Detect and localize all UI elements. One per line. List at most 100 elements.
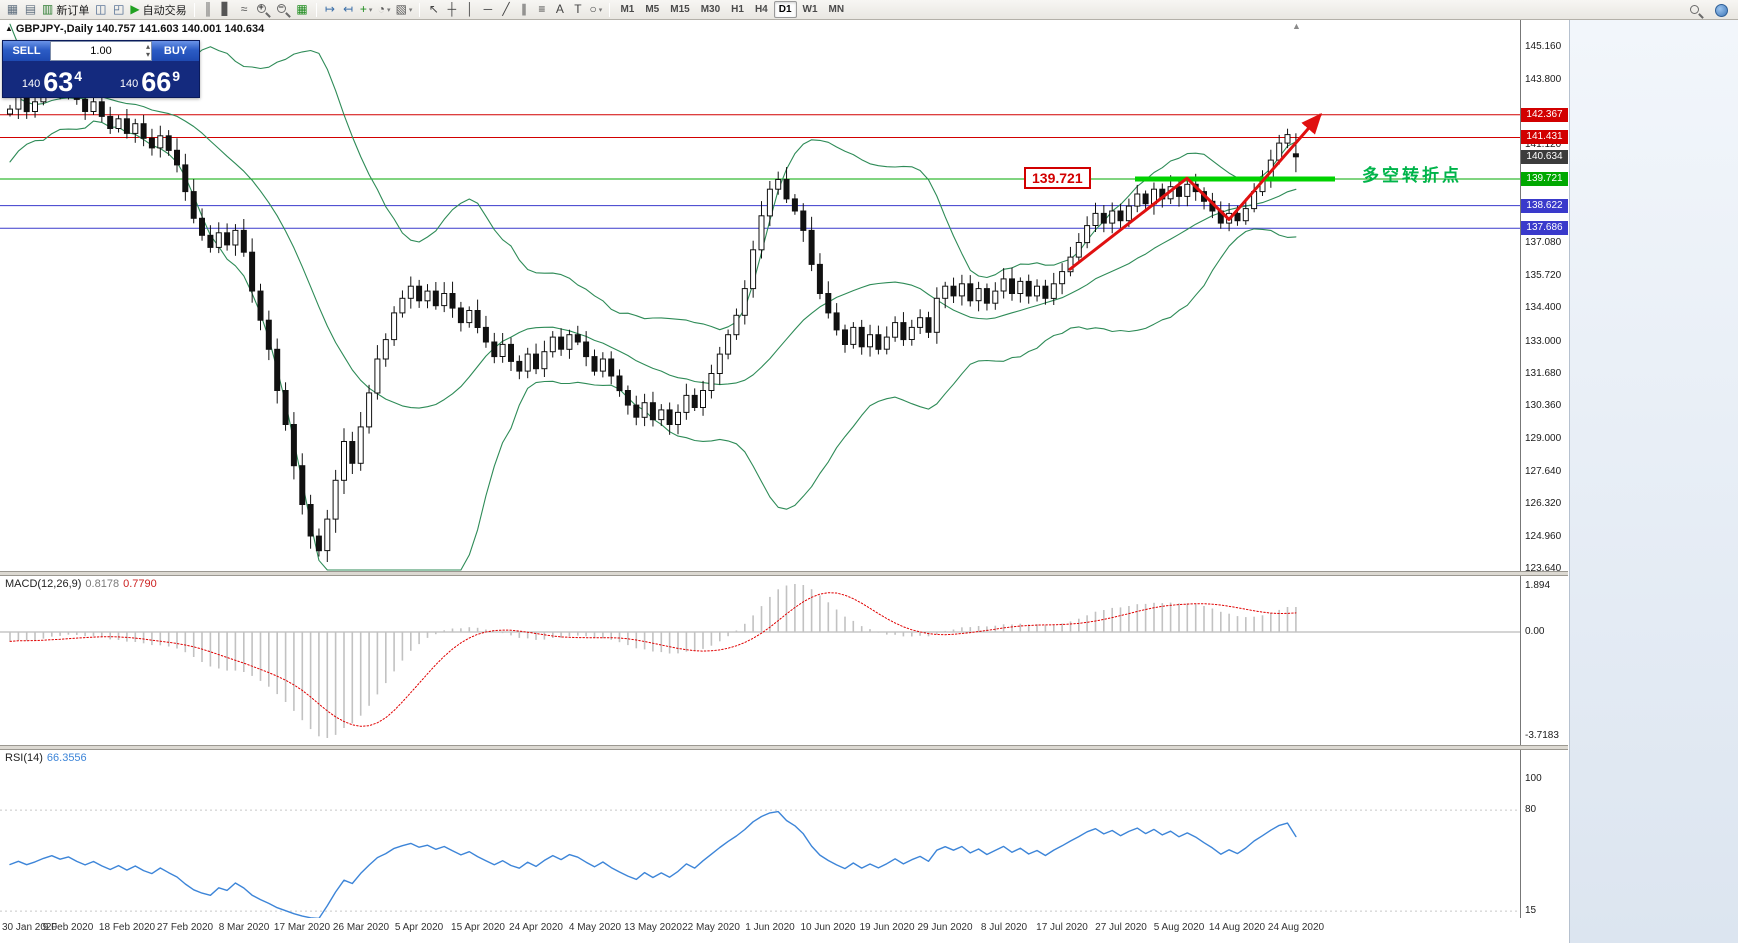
- price-axis-tick: 141.120: [1525, 139, 1562, 150]
- tf-m30[interactable]: M30: [700, 4, 721, 15]
- spinner-up-icon[interactable]: ▴: [145, 42, 150, 51]
- candlestick-chart-icon[interactable]: ▋: [218, 1, 235, 18]
- date-axis[interactable]: 30 Jan 2020 9 Feb 2020 18 Feb 2020 27 Feb 2…: [0, 918, 1568, 943]
- profiles-icon-glyph: ▤: [24, 2, 37, 16]
- sell-price-big: 63: [43, 67, 74, 97]
- community-icon: [1715, 4, 1728, 17]
- date-label: 17 Jul 2020: [1036, 922, 1088, 933]
- templates-button-caret-icon[interactable]: ▾: [408, 6, 413, 14]
- pane-separator-rsi[interactable]: [0, 745, 1568, 750]
- templates-button[interactable]: ▧ ▾: [394, 1, 415, 18]
- horizontal-line-icon[interactable]: ─: [479, 1, 496, 18]
- toolbar: ▦ ▤ ▥ 新订单 ◫ ◰ ▶ 自动交易 ║ ▋ ≈ + − ▦ ↦ ↤ + ▾ ◔ ▾ ▧ ▾ ↖ ┼ │ ─ ╱ ∥ ≡ A T ○ ▾ M1…: [0, 0, 1738, 20]
- fibonacci-icon[interactable]: ≡: [533, 1, 550, 18]
- price-axis-tick: 134.400: [1525, 302, 1562, 313]
- price-axis[interactable]: 145.160 143.800 141.120 137.080 135.720 134.4…: [1521, 0, 1568, 943]
- zoom-in-icon[interactable]: +: [254, 1, 273, 18]
- shapes-button-glyph: ○: [589, 2, 597, 16]
- cursor-icon[interactable]: ↖: [425, 1, 442, 18]
- tf-w1[interactable]: W1: [802, 4, 818, 15]
- buy-button[interactable]: BUY: [152, 41, 199, 61]
- shapes-button-caret-icon[interactable]: ▾: [598, 6, 603, 14]
- cursor-icon-glyph: ↖: [428, 2, 439, 16]
- market-watch-icon-glyph: ◫: [95, 2, 107, 16]
- tf-d1[interactable]: D1: [773, 1, 797, 18]
- candles: [7, 70, 1299, 562]
- price-axis-tick: 126.320: [1525, 498, 1562, 509]
- tile-windows-icon-glyph: ▦: [296, 2, 308, 16]
- turning-point-annotation: 多空转折点: [1362, 166, 1462, 185]
- date-label: 8 Mar 2020: [218, 922, 270, 933]
- price-line-label: 138.622: [1521, 199, 1568, 213]
- date-label: 24 Aug 2020: [1267, 922, 1325, 933]
- shapes-button[interactable]: ○ ▾: [587, 1, 604, 18]
- rsi-axis-label: 15: [1525, 905, 1537, 916]
- candlestick-chart-icon-glyph: ▋: [221, 2, 231, 16]
- rsi-indicator-header: RSI(14) 66.3556: [5, 752, 87, 764]
- label-icon[interactable]: T: [569, 1, 586, 18]
- tf-m1[interactable]: M1: [620, 4, 635, 15]
- search-icon[interactable]: [1687, 2, 1706, 19]
- bars-chart-icon-glyph: ║: [203, 2, 213, 16]
- rsi-name: RSI(14): [5, 752, 43, 764]
- chart-shift-icon-glyph: ↤: [343, 2, 354, 16]
- profiles-icon[interactable]: ▤: [22, 1, 39, 18]
- periods-button-caret-icon[interactable]: ▾: [386, 6, 391, 14]
- crosshair-icon[interactable]: ┼: [443, 1, 460, 18]
- spinner-down-icon[interactable]: ▾: [145, 50, 150, 59]
- tf-h4[interactable]: H4: [754, 4, 768, 15]
- sell-price-display: 140 63 4: [3, 61, 101, 99]
- indicators-button[interactable]: + ▾: [358, 1, 375, 18]
- channel-icon-glyph: ∥: [520, 2, 527, 16]
- channel-icon[interactable]: ∥: [515, 1, 532, 18]
- community-icon[interactable]: [1713, 2, 1730, 19]
- date-label: 4 May 2020: [568, 922, 622, 933]
- date-label: 30 Jan 2020: [2, 922, 58, 933]
- tf-mn[interactable]: MN: [828, 4, 845, 15]
- auto-trading-button[interactable]: ▶ 自动交易: [128, 1, 188, 18]
- auto-scroll-icon[interactable]: ↦: [322, 1, 339, 18]
- pane-separator-macd[interactable]: [0, 571, 1568, 576]
- tf-h1[interactable]: H1: [731, 4, 744, 15]
- date-label: 14 Aug 2020: [1208, 922, 1266, 933]
- buy-price-big: 66: [141, 67, 172, 97]
- tf-m5[interactable]: M5: [645, 4, 660, 15]
- toolbar-right-group: [1687, 2, 1730, 19]
- sell-price-prefix: 140: [21, 78, 41, 90]
- market-watch-icon[interactable]: ◫: [92, 1, 109, 18]
- price-axis-tick: 124.960: [1525, 531, 1562, 542]
- chart-window-icon[interactable]: ▦: [4, 1, 21, 18]
- toolbar-separator: [419, 2, 421, 17]
- sell-button[interactable]: SELL: [3, 41, 50, 61]
- date-label: 9 Feb 2020: [42, 922, 94, 933]
- tile-windows-icon[interactable]: ▦: [294, 1, 311, 18]
- rsi-value: 66.3556: [46, 752, 87, 764]
- new-order-button-label: 新订单: [56, 4, 90, 17]
- indicators-button-caret-icon[interactable]: ▾: [368, 6, 373, 14]
- new-order-button[interactable]: ▥ 新订单: [40, 1, 91, 18]
- toolbar-separator: [609, 2, 611, 17]
- toolbar-left-group: ▦ ▤ ▥ 新订单 ◫ ◰ ▶ 自动交易 ║ ▋ ≈ + − ▦ ↦ ↤ + ▾ ◔ ▾ ▧ ▾ ↖ ┼ │ ─ ╱ ∥ ≡ A T ○ ▾ M1…: [4, 1, 849, 18]
- periods-button[interactable]: ◔ ▾: [376, 1, 393, 18]
- vertical-line-icon[interactable]: │: [461, 1, 478, 18]
- macd-axis-label: 0.00: [1525, 626, 1545, 637]
- volume-spinner[interactable]: ▴ ▾: [146, 43, 150, 59]
- navigator-icon[interactable]: ◰: [110, 1, 127, 18]
- line-chart-icon[interactable]: ≈: [236, 1, 253, 18]
- periods-button-glyph: ◔: [377, 2, 385, 16]
- date-label: 17 Mar 2020: [273, 922, 331, 933]
- price-axis-tick: 137.080: [1525, 237, 1562, 248]
- chart-shift-icon[interactable]: ↤: [340, 1, 357, 18]
- zoom-out-icon[interactable]: −: [274, 1, 293, 18]
- label-icon-glyph: T: [574, 2, 582, 16]
- text-icon[interactable]: A: [551, 1, 568, 18]
- volume-input[interactable]: 1.00 ▴ ▾: [50, 41, 152, 61]
- chart-shift-marker-icon: ▲: [1292, 21, 1301, 31]
- trendline-icon[interactable]: ╱: [497, 1, 514, 18]
- volume-value: 1.00: [90, 45, 112, 57]
- new-order-button-glyph: ▥: [42, 2, 54, 16]
- bars-chart-icon[interactable]: ║: [200, 1, 217, 18]
- tf-m15[interactable]: M15: [670, 4, 690, 15]
- templates-button-glyph: ▧: [395, 2, 407, 16]
